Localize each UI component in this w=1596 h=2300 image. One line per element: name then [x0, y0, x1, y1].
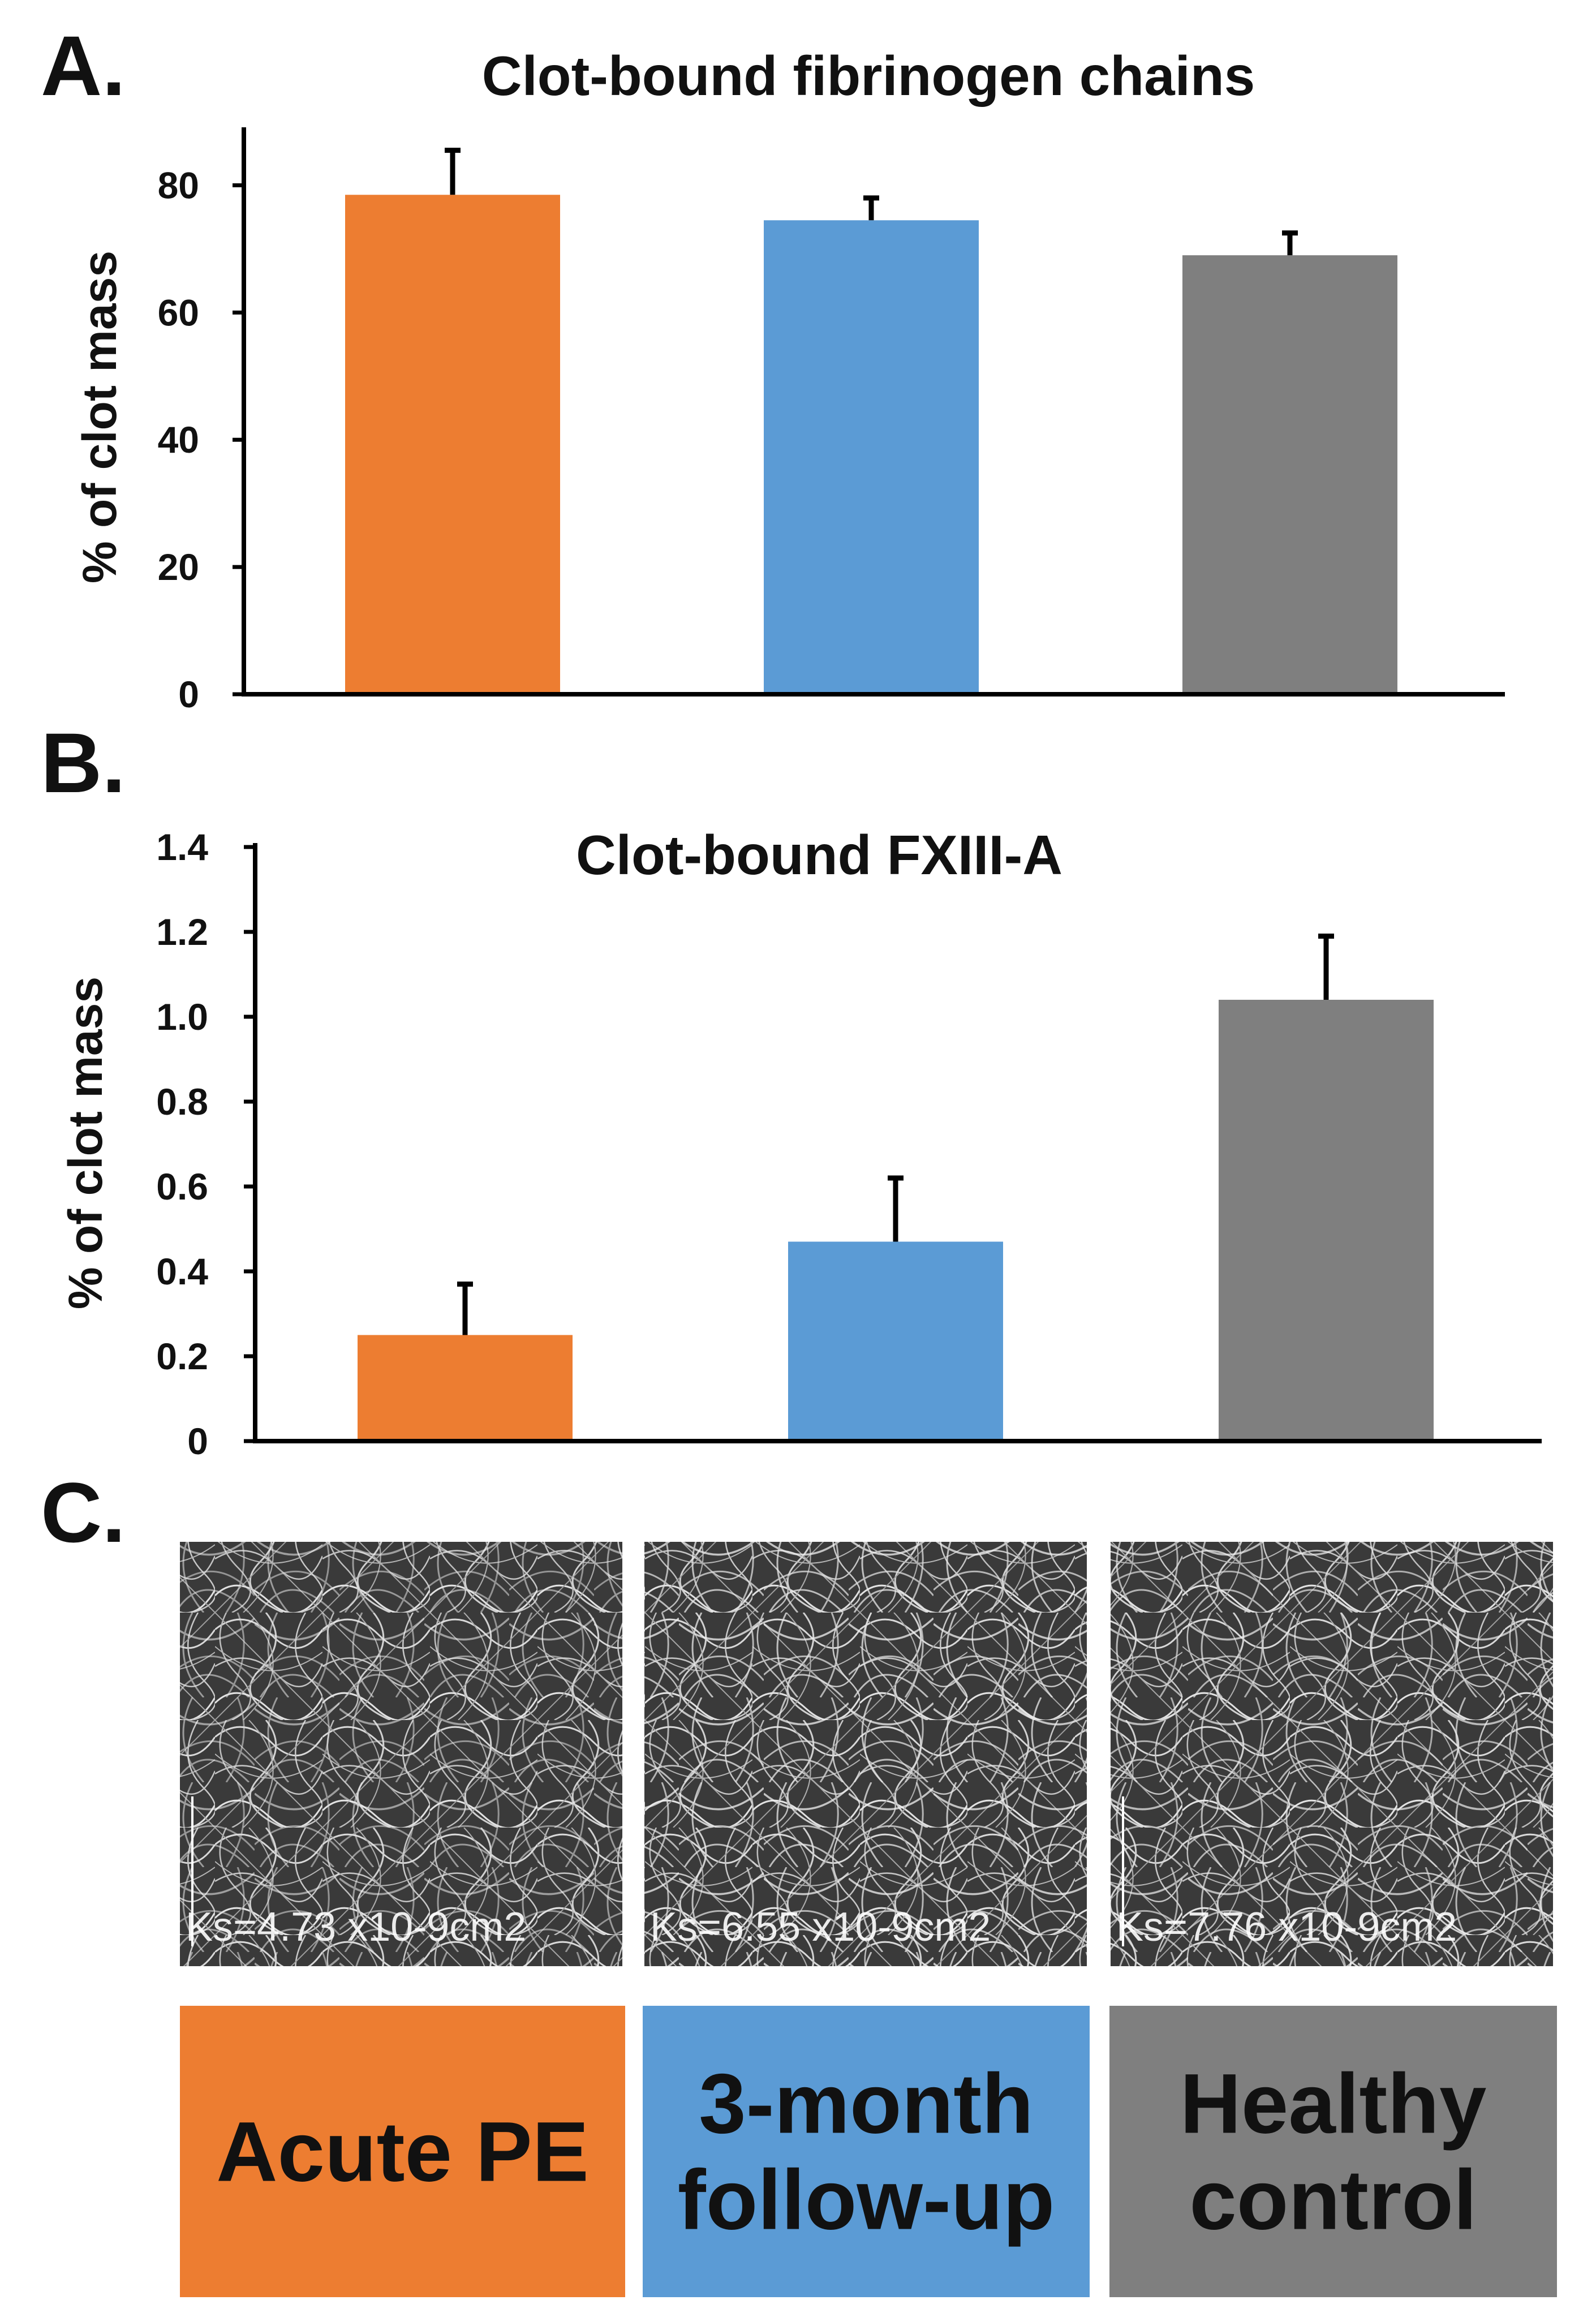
chart-a-bar-followup — [764, 220, 979, 694]
legend-label-acute: Acute PE — [216, 2104, 589, 2199]
legend-label-followup: 3-month — [699, 2056, 1034, 2151]
panel-c-letter: C. — [41, 1465, 126, 1560]
chart-a-ytick-label: 40 — [158, 419, 199, 461]
chart-b-ytick-label: 0.2 — [156, 1335, 208, 1377]
panel-b-letter: B. — [41, 715, 126, 810]
sem-image-healthy: Ks=7.76 x10-9cm2 — [1111, 1542, 1553, 1966]
chart-a-ytick-label: 0 — [178, 673, 199, 715]
chart-b-errorbar-healthy — [1318, 934, 1334, 1000]
legend-label-followup: follow-up — [678, 2152, 1055, 2247]
chart-a-ytick-label: 20 — [158, 546, 199, 588]
chart-a-bar-acute — [345, 195, 560, 694]
chart-b-ytick-label: 1.2 — [156, 911, 208, 953]
chart-a-ytick-label: 60 — [158, 291, 199, 333]
panel-c: C. Ks=4.73 x10-9cm2 Ks=6.55 x10-9cm2 Ks=… — [41, 1465, 1557, 2297]
sem-acute-ks-label: Ks=4.73 x10-9cm2 — [186, 1905, 526, 1950]
legend-label-healthy: control — [1189, 2152, 1477, 2247]
legend-box-acute — [180, 2006, 625, 2297]
chart-b-ylabel: % of clot mass — [59, 977, 112, 1309]
sem-image-acute: Ks=4.73 x10-9cm2 — [180, 1542, 622, 1966]
chart-a-errorbar-healthy — [1282, 230, 1298, 256]
legend-box-healthy — [1109, 2006, 1557, 2297]
sem-healthy-ks-label: Ks=7.76 x10-9cm2 — [1116, 1905, 1457, 1950]
chart-a-bar-healthy — [1182, 255, 1397, 695]
chart-a-title: Clot-bound fibrinogen chains — [482, 45, 1255, 107]
chart-b-title: Clot-bound FXIII-A — [576, 824, 1062, 886]
chart-b-ytick-label: 0.8 — [156, 1081, 208, 1123]
chart-b-ytick-label: 1.4 — [156, 826, 208, 868]
panel-b: B. Clot-bound FXIII-A % of clot mass 0 0.… — [41, 715, 1542, 1462]
chart-b-errorbar-acute — [457, 1282, 473, 1335]
chart-a-ylabel: % of clot mass — [73, 251, 126, 583]
chart-a-errorbar-followup — [863, 195, 879, 221]
sem-followup-ks-label: Ks=6.55 x10-9cm2 — [650, 1905, 991, 1950]
chart-b-bar-followup — [788, 1241, 1003, 1441]
chart-b-ytick-label: 0.6 — [156, 1166, 208, 1207]
panel-a-letter: A. — [41, 18, 126, 113]
chart-b-bars — [358, 934, 1434, 1441]
legend-box-followup — [643, 2006, 1090, 2297]
chart-a-ytick-label: 80 — [158, 164, 199, 206]
chart-b-bar-acute — [358, 1335, 573, 1441]
chart-a-errorbar-acute — [445, 148, 461, 195]
chart-b-ytick-label: 1.0 — [156, 996, 208, 1038]
legend-label-healthy: Healthy — [1180, 2056, 1487, 2151]
chart-a-y-ticks: 0 20 40 60 80 — [158, 164, 244, 715]
panel-a: A. Clot-bound fibrinogen chains % of clo… — [41, 18, 1505, 715]
chart-a-bars — [345, 148, 1397, 695]
chart-b-errorbar-followup — [888, 1175, 904, 1242]
chart-b-ytick-label: 0 — [187, 1420, 208, 1462]
chart-b-y-ticks: 0 0.2 0.4 0.6 0.8 1.0 1.2 1.4 — [156, 826, 255, 1462]
chart-b-ytick-label: 0.4 — [156, 1250, 208, 1292]
sem-image-followup: Ks=6.55 x10-9cm2 — [644, 1542, 1087, 1966]
chart-b-bar-healthy — [1219, 1000, 1434, 1441]
